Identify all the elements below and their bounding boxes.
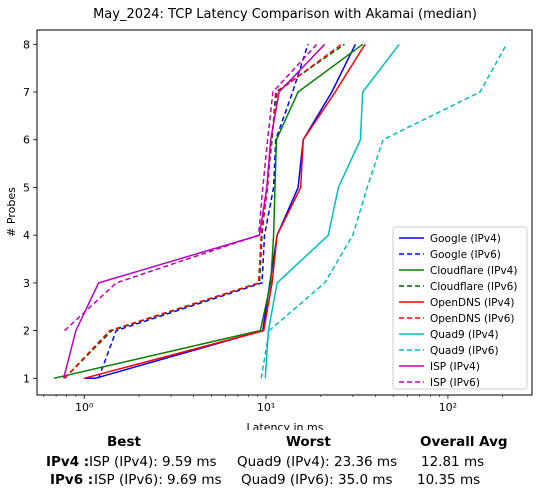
series-line-5 xyxy=(64,43,342,379)
ipv6-avg: 10.35 ms xyxy=(417,472,481,488)
legend-label: ISP (IPv4) xyxy=(430,361,480,373)
summary-table: Best Worst Overall Avg IPv4 : ISP (IPv4)… xyxy=(0,430,541,494)
ipv4-row-label: IPv4 : xyxy=(46,454,90,470)
legend-label: OpenDNS (IPv6) xyxy=(430,313,515,325)
legend-label: Google (IPv6) xyxy=(430,249,501,261)
ipv6-best: ISP (IPv6): 9.69 ms xyxy=(94,472,222,488)
series-line-9 xyxy=(64,43,318,332)
legend-label: Quad9 (IPv4) xyxy=(430,329,499,341)
y-tick-label: 6 xyxy=(23,134,30,147)
ipv6-row-label: IPv6 : xyxy=(50,472,94,488)
x-tick-label: 10¹ xyxy=(257,401,275,414)
series-line-4 xyxy=(84,43,366,380)
y-tick-label: 8 xyxy=(23,38,30,51)
x-axis-ticks: 10⁰ 10¹ 10² xyxy=(43,395,503,414)
series-line-8 xyxy=(62,43,326,379)
legend-label: Quad9 (IPv6) xyxy=(430,345,499,357)
series-line-1 xyxy=(97,44,309,379)
legend-label: Cloudflare (IPv4) xyxy=(430,265,517,277)
y-tick-label: 7 xyxy=(23,86,30,99)
ipv4-avg: 12.81 ms xyxy=(421,454,485,470)
y-tick-label: 1 xyxy=(23,372,30,385)
latency-chart: May_2024: TCP Latency Comparison with Ak… xyxy=(5,7,533,430)
y-tick-label: 4 xyxy=(23,229,30,242)
y-tick-label: 2 xyxy=(23,325,30,338)
ipv4-worst: Quad9 (IPv4): 23.36 ms xyxy=(237,454,398,470)
y-axis-label: # Probes xyxy=(5,187,18,237)
y-tick-label: 5 xyxy=(23,181,30,194)
series-line-2 xyxy=(53,43,364,380)
worst-header: Worst xyxy=(286,434,331,450)
series-line-6 xyxy=(264,43,400,379)
best-header: Best xyxy=(107,434,141,450)
legend-box xyxy=(392,226,528,390)
legend-label: Cloudflare (IPv6) xyxy=(430,281,517,293)
x-tick-label: 10⁰ xyxy=(75,401,94,414)
legend-label: OpenDNS (IPv4) xyxy=(430,297,515,309)
ipv4-best: ISP (IPv4): 9.59 ms xyxy=(89,454,217,470)
series-layer xyxy=(53,43,508,380)
y-tick-label: 3 xyxy=(23,277,30,290)
x-tick-label: 10² xyxy=(439,401,457,414)
legend-label: Google (IPv4) xyxy=(430,233,501,245)
chart-legend: Google (IPv4) Google (IPv6) Cloudflare (IP… xyxy=(392,226,528,390)
legend-label: ISP (IPv6) xyxy=(430,377,480,389)
y-axis-ticks: 1 2 3 4 5 6 7 8 xyxy=(23,38,37,385)
ipv6-worst: Quad9 (IPv6): 35.0 ms xyxy=(241,472,393,488)
x-axis-label: Latency in ms xyxy=(247,421,324,430)
chart-title: May_2024: TCP Latency Comparison with Ak… xyxy=(93,7,477,22)
series-line-7 xyxy=(260,43,508,379)
overall-avg-header: Overall Avg xyxy=(420,434,508,450)
